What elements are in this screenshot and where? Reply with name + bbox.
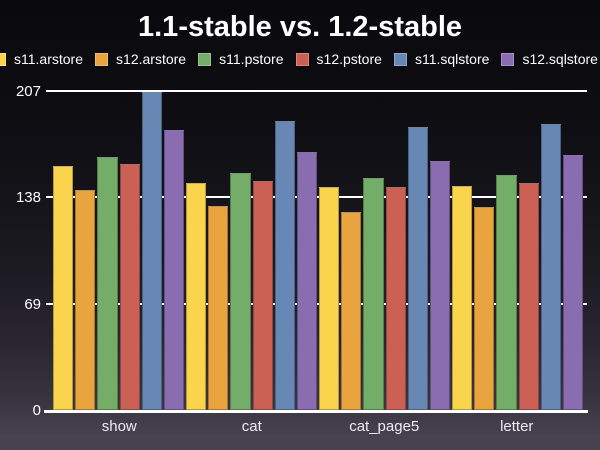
legend-swatch-icon (393, 52, 407, 66)
bar-s11.pstore-letter (496, 174, 517, 410)
y-axis-tick-labels: 0 69 138 207 (0, 84, 41, 419)
y-tick-label-138: 138 (15, 189, 41, 207)
legend-label: s11.arstore (14, 51, 83, 67)
legend-item-s11-arstore: s11.arstore (0, 51, 83, 67)
bar-s12.arstore-cat_page5 (341, 211, 362, 410)
legend-label: s11.pstore (219, 51, 284, 67)
gridline-207 (46, 90, 587, 92)
plot-area (44, 90, 588, 413)
legend-item-s12-pstore: s12.pstore (295, 51, 382, 67)
bar-s12.arstore-show (75, 190, 96, 410)
legend: s11.arstore s12.arstore s11.pstore s12.p… (0, 51, 598, 67)
x-tick-label-letter: letter (500, 418, 534, 435)
legend-item-s12-arstore: s12.arstore (95, 51, 186, 67)
bar-s11.arstore-show (53, 165, 74, 410)
x-axis-line (44, 410, 588, 413)
bar-s11.pstore-cat_page5 (363, 178, 384, 410)
bar-s11.sqlstore-letter (540, 124, 561, 410)
bar-s12.arstore-letter (474, 207, 495, 410)
bar-s11.sqlstore-cat_page5 (407, 127, 428, 410)
bar-s11.arstore-cat_page5 (319, 187, 340, 410)
chart-title: 1.1-stable vs. 1.2-stable (138, 11, 462, 43)
legend-swatch-icon (0, 52, 6, 66)
bar-s11.pstore-show (97, 156, 118, 410)
legend-label: s11.sqlstore (414, 51, 490, 67)
y-tick-label-69: 69 (24, 295, 41, 313)
y-tick-label-0: 0 (32, 402, 41, 419)
bar-s12.sqlstore-cat_page5 (429, 161, 451, 410)
bar-s12.pstore-cat (252, 181, 273, 410)
x-axis-tick-labels: show cat cat_page5 letter (53, 418, 583, 435)
bar-s12.pstore-show (119, 164, 140, 410)
x-tick-label-cat: cat (241, 418, 262, 435)
x-tick-label-show: show (101, 418, 137, 435)
bar-s11.sqlstore-show (141, 92, 162, 410)
bar-s12.pstore-letter (518, 182, 539, 410)
legend-swatch-icon (295, 52, 309, 66)
legend-swatch-icon (198, 52, 212, 66)
bar-s12.arstore-cat (208, 205, 229, 410)
bar-s11.arstore-cat (186, 182, 207, 410)
y-tick-label-207: 207 (15, 83, 41, 100)
bar-s12.sqlstore-letter (562, 155, 584, 410)
bar-s12.pstore-cat_page5 (385, 187, 406, 410)
bars-row (53, 92, 584, 410)
x-tick-label-cat-page5: cat_page5 (349, 418, 420, 435)
legend-item-s11-pstore: s11.pstore (198, 51, 283, 67)
bar-s12.sqlstore-show (163, 130, 185, 410)
legend-label: s12.sqlstore (522, 51, 598, 67)
legend-item-s11-sqlstore: s11.sqlstore (393, 51, 490, 67)
legend-item-s12-sqlstore: s12.sqlstore (501, 51, 598, 67)
bar-s12.sqlstore-cat (296, 151, 318, 410)
bar-s11.sqlstore-cat (274, 121, 295, 410)
legend-swatch-icon (501, 52, 515, 66)
bar-s11.pstore-cat (230, 173, 251, 410)
bar-s11.arstore-letter (452, 185, 473, 410)
legend-label: s12.arstore (116, 51, 187, 67)
legend-label: s12.pstore (316, 51, 382, 67)
legend-swatch-icon (95, 52, 109, 66)
